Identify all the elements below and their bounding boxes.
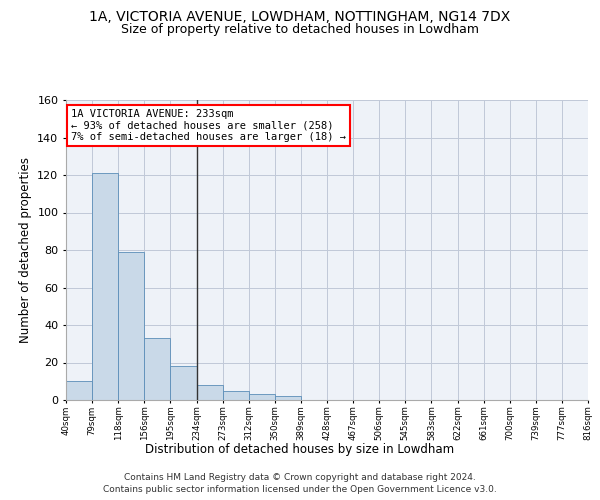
Text: 1A VICTORIA AVENUE: 233sqm
← 93% of detached houses are smaller (258)
7% of semi: 1A VICTORIA AVENUE: 233sqm ← 93% of deta… — [71, 109, 346, 142]
Text: Distribution of detached houses by size in Lowdham: Distribution of detached houses by size … — [145, 442, 455, 456]
Bar — [66, 381, 92, 400]
Bar — [170, 366, 197, 400]
Bar — [249, 394, 275, 400]
Bar — [118, 252, 145, 400]
Text: Contains HM Land Registry data © Crown copyright and database right 2024.: Contains HM Land Registry data © Crown c… — [124, 472, 476, 482]
Bar — [275, 396, 301, 400]
Text: 1A, VICTORIA AVENUE, LOWDHAM, NOTTINGHAM, NG14 7DX: 1A, VICTORIA AVENUE, LOWDHAM, NOTTINGHAM… — [89, 10, 511, 24]
Bar — [223, 390, 249, 400]
Y-axis label: Number of detached properties: Number of detached properties — [19, 157, 32, 343]
Bar — [197, 385, 223, 400]
Text: Contains public sector information licensed under the Open Government Licence v3: Contains public sector information licen… — [103, 485, 497, 494]
Bar — [92, 173, 118, 400]
Bar — [145, 338, 170, 400]
Text: Size of property relative to detached houses in Lowdham: Size of property relative to detached ho… — [121, 22, 479, 36]
